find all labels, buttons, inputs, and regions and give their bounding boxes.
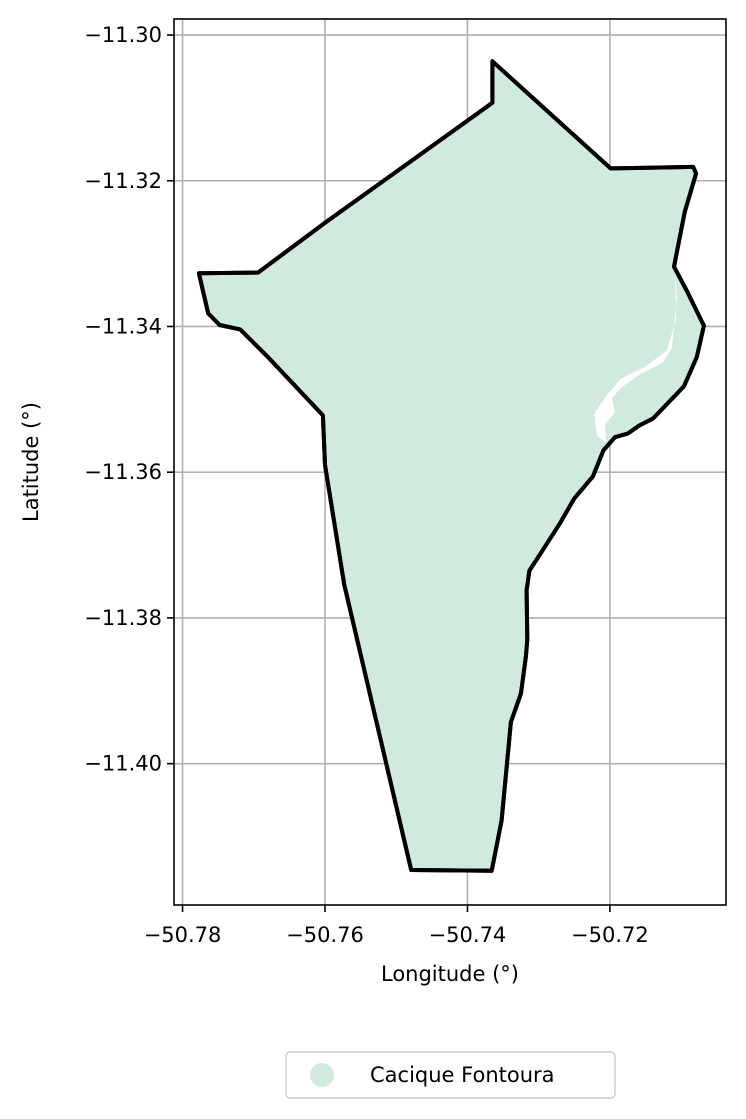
y-tick-label-3: −11.36	[84, 460, 162, 484]
y-tick-label-1: −11.32	[84, 169, 162, 193]
x-axis-label: Longitude (°)	[381, 962, 519, 986]
y-tick-label-0: −11.30	[84, 23, 162, 47]
legend-box	[285, 1051, 616, 1099]
y-tick-label-5: −11.40	[84, 752, 162, 776]
region-gap	[594, 271, 677, 444]
region-layer	[196, 59, 706, 873]
plot-frame	[173, 18, 727, 906]
y-tick-label-2: −11.34	[84, 314, 162, 338]
y-axis-label: Latitude (°)	[19, 402, 43, 522]
x-tick-label-0: −50.78	[144, 923, 222, 947]
region-boundary	[196, 59, 706, 873]
y-tick-label-4: −11.38	[84, 606, 162, 630]
x-tick-label-2: −50.74	[429, 923, 507, 947]
legend-label: Cacique Fontoura	[370, 1063, 555, 1087]
x-tick-label-3: −50.72	[571, 923, 649, 947]
x-tick-label-1: −50.76	[286, 923, 364, 947]
legend-marker	[310, 1063, 334, 1087]
x-axis-ticks: −50.78 −50.76 −50.74 −50.72	[144, 905, 649, 947]
legend: Cacique Fontoura	[285, 1051, 616, 1099]
y-axis-ticks: −11.30 −11.32 −11.34 −11.36 −11.38 −11.40	[84, 23, 174, 776]
